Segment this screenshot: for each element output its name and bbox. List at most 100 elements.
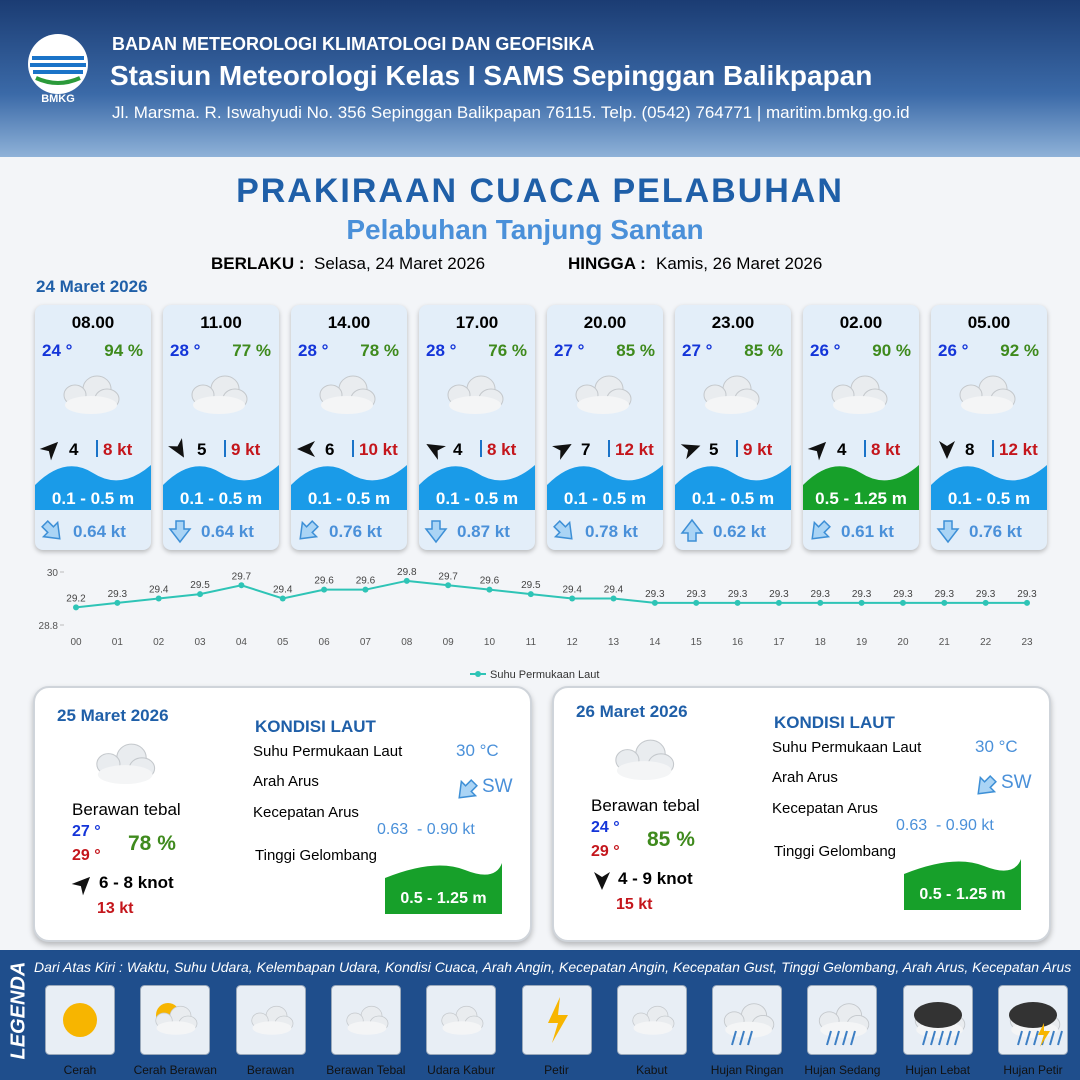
cloud-part: [321, 396, 373, 414]
day-panel: 25 Maret 2026 Berawan tebal 27 ° 29 ° 78 % 6 …: [33, 686, 532, 942]
wind-speed: 5: [197, 440, 207, 459]
cloud-icon: [703, 375, 760, 414]
header-banner: [0, 0, 1080, 157]
wind-speed: 4: [69, 440, 79, 459]
wind-arrow: [168, 438, 184, 458]
card-icons: [291, 375, 407, 540]
wave-shape: [35, 465, 151, 510]
data-label: 29.3: [769, 589, 789, 600]
cloud-part: [252, 1021, 292, 1035]
wave-label: Tinggi Gelombang: [255, 847, 378, 864]
from-label: BERLAKU :: [211, 254, 305, 273]
agency: BADAN METEOROLOGI KLIMATOLOGI DAN GEOFIS…: [112, 34, 595, 54]
current-arrow: [977, 775, 997, 795]
sst-point: [610, 595, 617, 602]
current-speed: 0.62 kt: [713, 522, 766, 541]
sst-line: [75, 579, 1027, 609]
wave-shape: [163, 465, 279, 510]
temperature: 26 °: [810, 341, 841, 360]
sst-point: [693, 599, 700, 606]
current-speed: 0.78 kt: [585, 522, 638, 541]
data-label: 29.4: [273, 585, 293, 596]
y-tick-label: 30: [47, 568, 59, 579]
data-label: 29.3: [852, 589, 872, 600]
current-arrow: [424, 520, 448, 544]
dir-label: Arah Arus: [253, 773, 319, 790]
rain: [747, 1030, 754, 1046]
legend-item: Hujan Ringan: [710, 1063, 784, 1077]
x-tick-label: 15: [691, 637, 703, 648]
gust: 12 kt: [615, 440, 654, 459]
cloud-part: [193, 396, 245, 414]
legend-item: Cerah Berawan: [133, 1063, 217, 1077]
rain: [731, 1030, 738, 1046]
x-tick-label: 18: [815, 637, 827, 648]
forecast-card: 05.00 26 ° 92 % 8 12 kt 0.1 - 0.5 m 0.76 kt: [931, 305, 1047, 550]
rain: [1049, 1030, 1055, 1046]
temperature: 24 °: [42, 341, 73, 360]
cloud-icon: [63, 375, 120, 414]
legend-item: Udara Kabur: [427, 1063, 496, 1077]
speed: 0.63 - 0.90 kt: [896, 817, 994, 834]
rain: [826, 1030, 833, 1046]
cloud-icon: [615, 739, 675, 781]
current-arrow: [811, 520, 831, 540]
time: 14.00: [327, 313, 371, 332]
sst-point: [73, 604, 79, 611]
legend-item: Cerah: [63, 1063, 97, 1077]
x-tick-label: 14: [649, 637, 661, 648]
rain: [921, 1030, 928, 1046]
wind-arrow: [297, 441, 315, 457]
cloud-icon: [575, 375, 632, 414]
x-tick-label: 06: [319, 637, 331, 648]
rain: [1033, 1030, 1039, 1046]
wind-speed: 4: [837, 440, 847, 459]
wave-shape: [904, 859, 1021, 910]
cloud-icon: [447, 375, 504, 414]
sst-point: [155, 595, 162, 602]
x-tick-label: 17: [773, 637, 785, 648]
speed-label: Kecepatan Arus: [253, 804, 359, 821]
legend-icon: [140, 985, 211, 1055]
cloud-part: [442, 1021, 482, 1035]
legend-icon: [807, 985, 878, 1055]
speed: 0.63 - 0.90 kt: [377, 821, 475, 838]
sst: 30 °C: [456, 741, 499, 760]
x-tick-label: 21: [939, 637, 951, 648]
wind-arrow: [594, 872, 610, 890]
wave-shape: [803, 465, 919, 510]
forecast-card: 08.00 24 ° 94 % 4 8 kt 0.1 - 0.5 m 0.64 kt: [35, 305, 151, 550]
legend-marker: [475, 671, 481, 677]
wind-speed: 8: [965, 440, 975, 459]
x-tick-label: 02: [153, 637, 165, 648]
wave-height: 0.1 - 0.5 m: [179, 489, 263, 508]
wind: 4 - 9 knot: [618, 869, 693, 888]
temperature: 27 °: [554, 341, 585, 360]
wave-shape: [675, 465, 791, 510]
legend-title: LEGENDA: [7, 961, 30, 1060]
humidity: 78 %: [360, 341, 399, 360]
data-label: 29.3: [728, 589, 748, 600]
current-arrow: [41, 520, 61, 540]
temperature: 28 °: [170, 341, 201, 360]
humidity: 92 %: [1000, 341, 1039, 360]
wind: 6 - 8 knot: [99, 873, 174, 892]
x-tick-label: 16: [732, 637, 744, 648]
sst-label: Suhu Permukaan Laut: [253, 743, 403, 760]
gust: 13 kt: [97, 900, 134, 917]
legend-description: Dari Atas Kiri : Waktu, Suhu Udara, Kele…: [34, 959, 1072, 975]
gust: 8 kt: [871, 440, 901, 459]
current-speed: 0.76 kt: [329, 522, 382, 541]
cloud-icon: [155, 1005, 198, 1035]
bolt: [1038, 1023, 1050, 1047]
humidity: 76 %: [488, 341, 527, 360]
wave: 0.5 - 1.25 m: [919, 886, 1006, 903]
wave-height: 0.1 - 0.5 m: [307, 489, 391, 508]
condition: Berawan tebal: [591, 796, 700, 815]
cloud-part: [725, 1021, 773, 1038]
time: 20.00: [583, 313, 627, 332]
cloud-part: [961, 396, 1013, 414]
dir: SW: [1001, 772, 1032, 793]
cloud-part: [156, 1021, 196, 1035]
